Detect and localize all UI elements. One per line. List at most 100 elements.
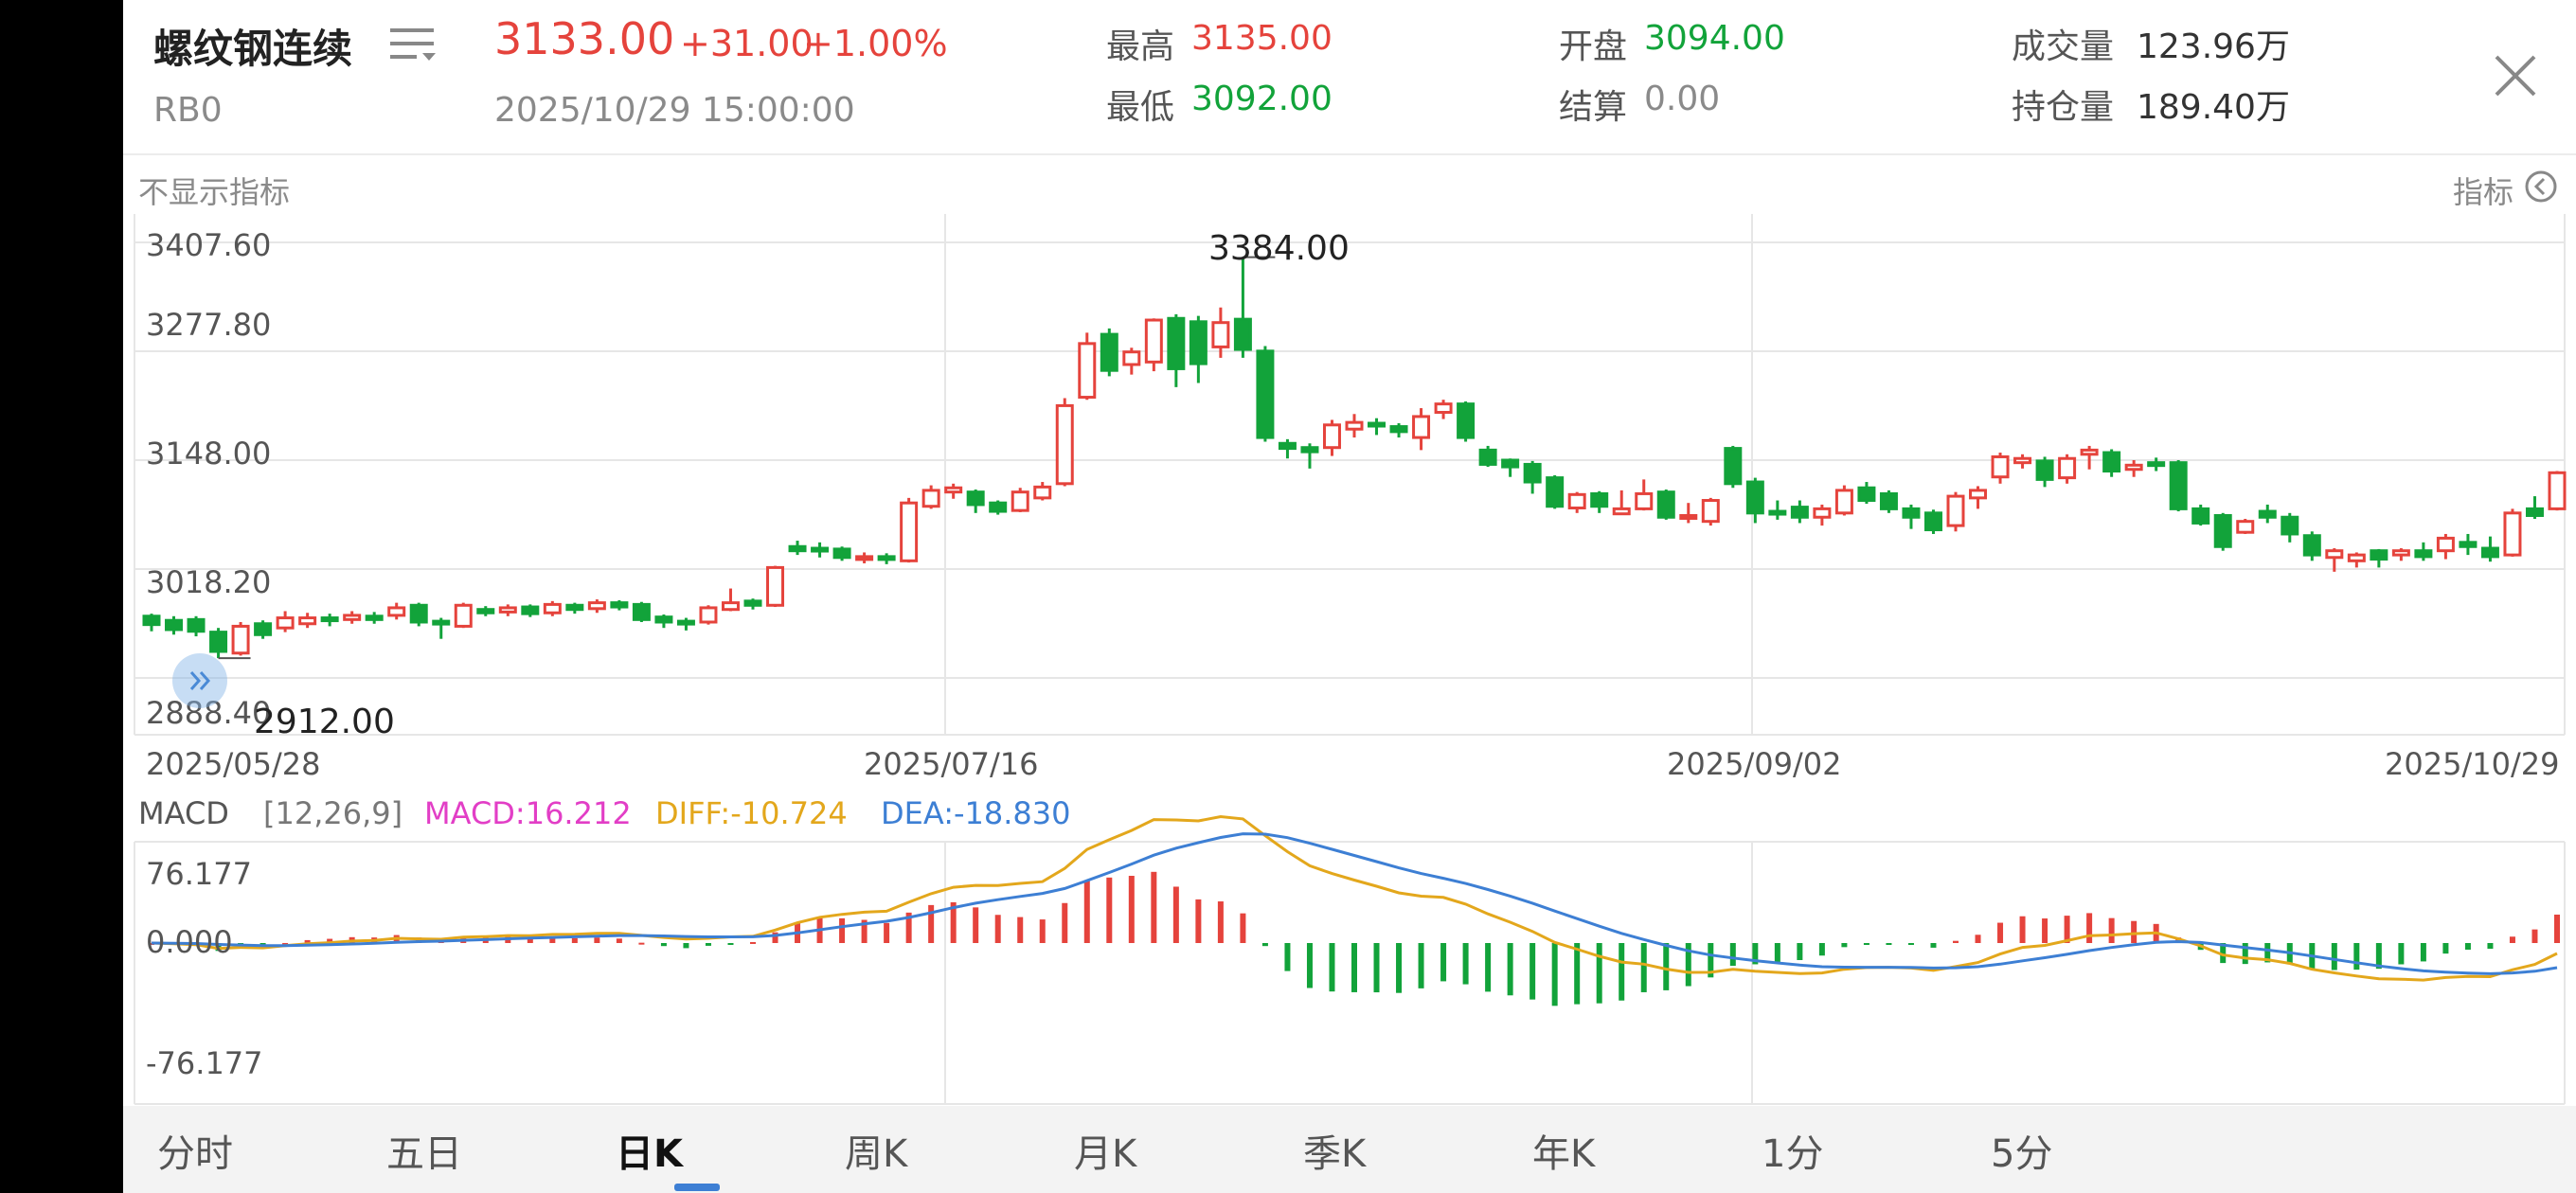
candle-body bbox=[832, 547, 851, 560]
candle-body bbox=[1434, 402, 1453, 414]
macd-bar bbox=[1774, 943, 1780, 962]
candle-body bbox=[454, 603, 473, 628]
tab-2[interactable]: 五日 bbox=[386, 1132, 462, 1176]
macd-bar bbox=[750, 941, 756, 944]
candle-body bbox=[1923, 511, 1942, 532]
candle-body bbox=[2281, 515, 2299, 536]
hide-indicator-button[interactable]: 不显示指标 bbox=[138, 174, 291, 210]
candle-body bbox=[1902, 507, 1921, 519]
scroll-left-handle[interactable] bbox=[172, 653, 227, 708]
price-change: +31.00 bbox=[680, 23, 814, 64]
active-tab-indicator bbox=[674, 1184, 720, 1191]
candle-body bbox=[1969, 489, 1988, 500]
candle-body bbox=[1011, 490, 1029, 512]
candle-body bbox=[476, 608, 495, 614]
candle bbox=[1857, 482, 1876, 505]
list-menu-icon[interactable] bbox=[388, 23, 436, 64]
candle bbox=[1679, 503, 1698, 524]
candle bbox=[2213, 512, 2232, 551]
candle bbox=[565, 602, 584, 614]
candle bbox=[2080, 445, 2099, 470]
candle bbox=[2370, 548, 2388, 568]
tab-1[interactable]: 分时 bbox=[157, 1132, 233, 1176]
candle bbox=[2124, 460, 2143, 477]
indicator-button[interactable]: 指标 bbox=[2453, 174, 2514, 210]
macd-bar bbox=[1596, 943, 1602, 1004]
y-tick-label: 2888.40 bbox=[146, 695, 272, 731]
macd-bar bbox=[1396, 943, 1403, 993]
close-icon[interactable] bbox=[2487, 47, 2544, 104]
candle-body bbox=[1946, 494, 1965, 527]
macd-label: MACD bbox=[138, 795, 229, 831]
candle bbox=[2147, 457, 2166, 472]
macd-bar bbox=[1172, 886, 1179, 943]
candle bbox=[2480, 536, 2499, 562]
last-price: 3133.00 bbox=[494, 13, 675, 64]
candle bbox=[1813, 504, 1832, 526]
macd-bar bbox=[2442, 943, 2449, 954]
candle bbox=[409, 602, 428, 627]
candle bbox=[1412, 408, 1431, 451]
macd-bar bbox=[905, 912, 912, 943]
candle-body bbox=[2347, 553, 2366, 562]
period-tab-bar bbox=[123, 1106, 2576, 1193]
candle-body bbox=[2102, 451, 2121, 473]
candle bbox=[855, 552, 874, 563]
candle-body bbox=[921, 489, 940, 508]
candle bbox=[944, 483, 963, 499]
tab-8[interactable]: 1分 bbox=[1762, 1132, 1824, 1176]
candle-body bbox=[409, 603, 428, 624]
tab-6[interactable]: 季K bbox=[1303, 1132, 1367, 1176]
candle bbox=[476, 606, 495, 616]
x-tick-label: 2025/10/29 bbox=[2385, 746, 2560, 782]
candle bbox=[877, 553, 896, 564]
candle-body bbox=[1033, 485, 1052, 500]
candle-body bbox=[2236, 520, 2255, 534]
candle bbox=[1100, 328, 1118, 377]
candle bbox=[1546, 474, 1565, 509]
tab-5[interactable]: 月K bbox=[1074, 1132, 1137, 1176]
candle-body bbox=[2147, 461, 2166, 468]
candle bbox=[2236, 519, 2255, 534]
dea-line bbox=[151, 832, 2558, 975]
macd-bar bbox=[2019, 916, 2026, 943]
chevron-circle-icon[interactable] bbox=[2523, 169, 2559, 205]
tab-4[interactable]: 周K bbox=[845, 1132, 908, 1176]
macd-bar bbox=[2487, 943, 2494, 950]
tab-3[interactable]: 日K bbox=[616, 1132, 683, 1176]
macd-bar bbox=[1841, 943, 1848, 948]
candle bbox=[1144, 318, 1163, 372]
candle bbox=[231, 621, 250, 656]
tab-7[interactable]: 年K bbox=[1532, 1132, 1596, 1176]
macd-bar bbox=[1551, 943, 1558, 1006]
macd-bar bbox=[549, 936, 556, 943]
macd-bar bbox=[1062, 902, 1068, 943]
tab-9[interactable]: 5分 bbox=[1991, 1132, 2053, 1176]
macd-bar bbox=[1574, 943, 1581, 1005]
max-price-label: 3384.00 bbox=[1208, 229, 1350, 268]
macd-bar bbox=[1440, 943, 1447, 982]
candle bbox=[2414, 542, 2433, 561]
candle-gridlines bbox=[134, 214, 2566, 1105]
candle bbox=[1879, 490, 1898, 513]
x-tick-label: 2025/09/02 bbox=[1667, 746, 1842, 782]
candle bbox=[900, 497, 919, 563]
candle bbox=[1033, 482, 1052, 501]
min-price-label: 2912.00 bbox=[254, 703, 395, 741]
candle-body bbox=[944, 486, 963, 494]
candle bbox=[1834, 485, 1853, 516]
macd-bar bbox=[1685, 943, 1691, 987]
candle bbox=[165, 615, 184, 635]
candle bbox=[788, 541, 807, 556]
candle-body bbox=[387, 606, 406, 617]
macd-bar bbox=[215, 943, 222, 952]
candle-body bbox=[343, 614, 362, 621]
candle-body bbox=[2325, 549, 2344, 560]
candle-body bbox=[1100, 332, 1118, 372]
candle bbox=[1969, 486, 1988, 509]
x-tick-label: 2025/05/28 bbox=[146, 746, 321, 782]
macd-bar bbox=[839, 917, 846, 943]
macd-bar bbox=[683, 943, 689, 949]
candlestick-chart[interactable] bbox=[123, 214, 2576, 1161]
candle-body bbox=[276, 616, 295, 630]
